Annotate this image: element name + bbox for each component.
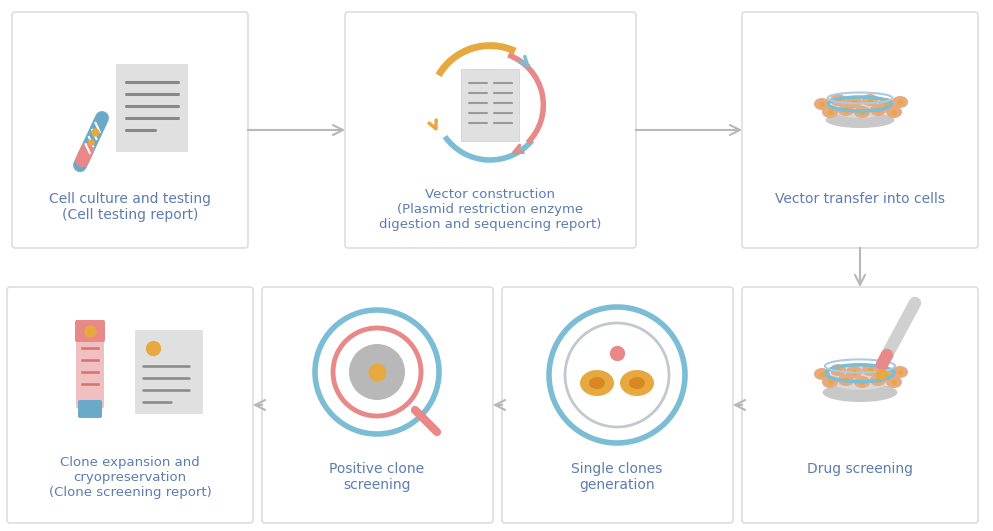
Text: Vector transfer into cells: Vector transfer into cells [775,192,945,206]
Ellipse shape [814,98,830,110]
FancyBboxPatch shape [78,400,102,418]
Ellipse shape [892,96,908,108]
Text: Single clones
generation: Single clones generation [571,462,662,492]
Ellipse shape [892,366,908,378]
Ellipse shape [825,112,895,128]
Ellipse shape [589,377,605,389]
Ellipse shape [846,96,862,108]
Ellipse shape [854,106,870,118]
FancyBboxPatch shape [345,12,636,248]
Ellipse shape [830,364,846,376]
Text: Positive clone
screening: Positive clone screening [330,462,425,492]
Ellipse shape [878,98,894,110]
Ellipse shape [822,376,838,388]
Ellipse shape [629,377,645,389]
FancyBboxPatch shape [135,330,203,414]
FancyBboxPatch shape [116,64,188,152]
Ellipse shape [870,374,886,386]
Ellipse shape [854,376,870,388]
FancyBboxPatch shape [262,287,493,523]
Ellipse shape [846,366,862,378]
Text: Clone expansion and
cryopreservation
(Clone screening report): Clone expansion and cryopreservation (Cl… [49,456,212,499]
Circle shape [349,344,405,400]
Ellipse shape [886,106,902,118]
FancyBboxPatch shape [461,69,519,141]
Text: Vector construction
(Plasmid restriction enzyme
digestion and sequencing report): Vector construction (Plasmid restriction… [378,188,601,231]
Text: Drug screening: Drug screening [807,462,913,476]
Ellipse shape [870,104,886,116]
Ellipse shape [827,366,893,390]
FancyBboxPatch shape [742,287,978,523]
Ellipse shape [822,106,838,118]
Ellipse shape [830,98,890,118]
Ellipse shape [814,368,830,380]
FancyBboxPatch shape [742,12,978,248]
Ellipse shape [862,94,878,106]
Ellipse shape [862,364,878,376]
FancyBboxPatch shape [12,12,248,248]
Ellipse shape [830,94,846,106]
Ellipse shape [838,104,854,116]
Ellipse shape [838,374,854,386]
Ellipse shape [822,383,898,402]
FancyBboxPatch shape [76,335,104,409]
Ellipse shape [886,376,902,388]
Ellipse shape [620,370,654,396]
FancyBboxPatch shape [75,320,105,342]
Text: Cell culture and testing
(Cell testing report): Cell culture and testing (Cell testing r… [49,192,211,222]
FancyBboxPatch shape [502,287,733,523]
FancyBboxPatch shape [7,287,253,523]
Ellipse shape [878,368,894,380]
Ellipse shape [580,370,614,396]
